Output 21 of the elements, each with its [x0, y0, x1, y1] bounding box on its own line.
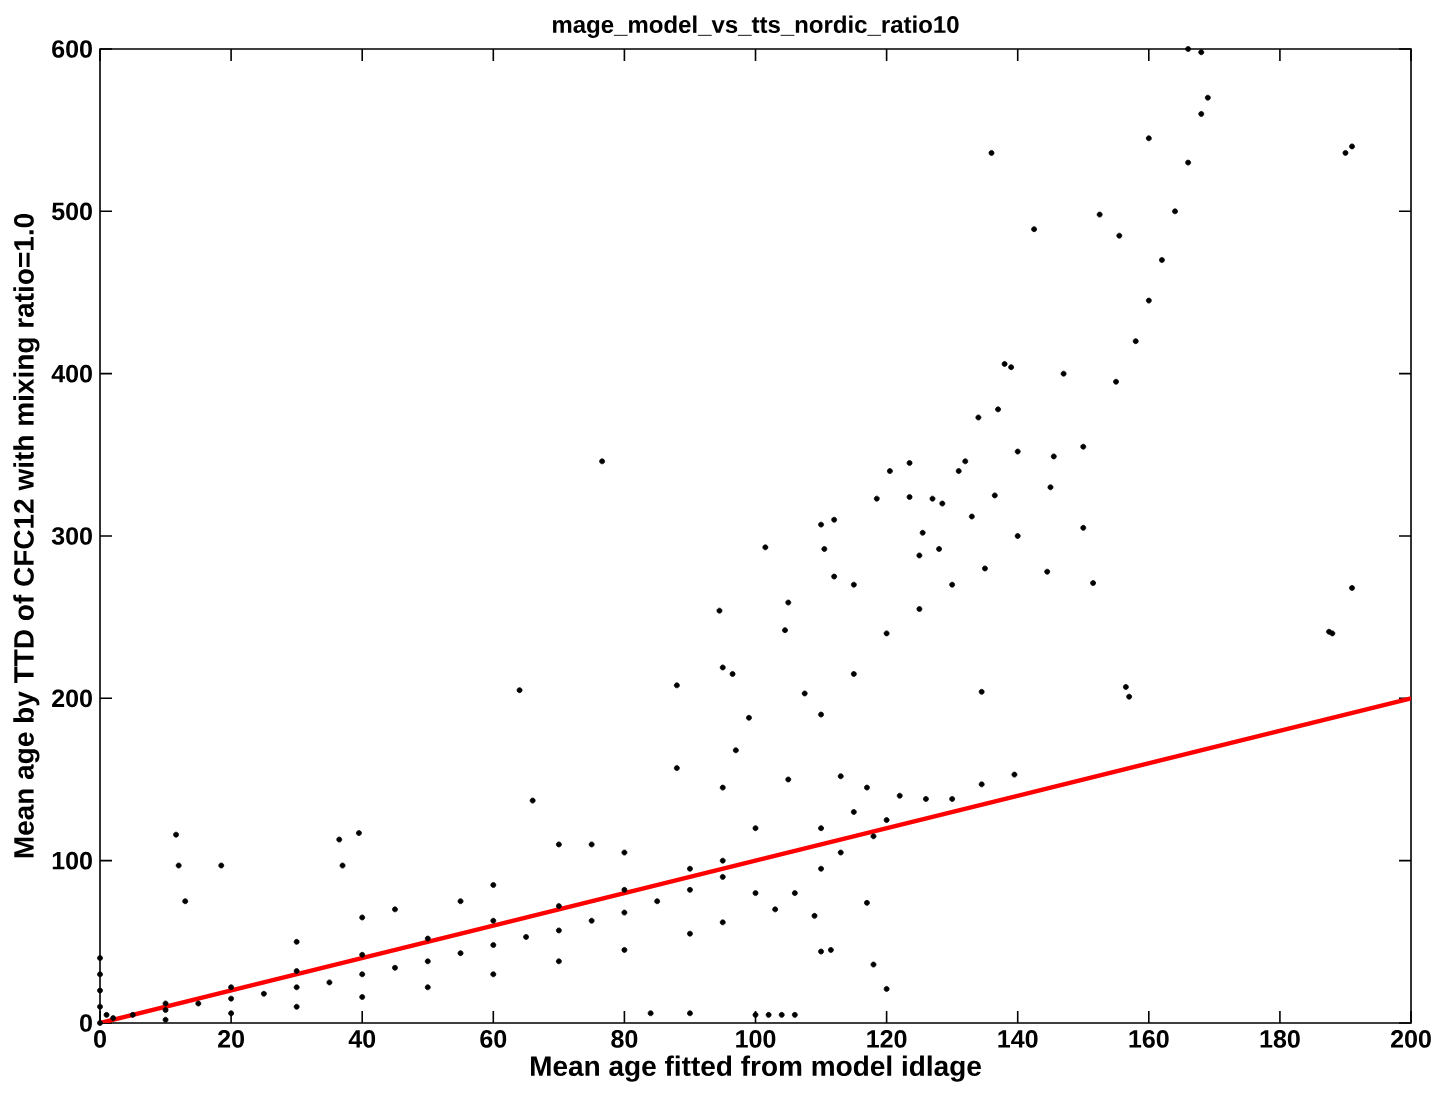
x-tick-label: 80 [611, 1030, 638, 1048]
chart-title: mage_model_vs_tts_nordic_ratio10 [552, 15, 959, 38]
x-tick-label: 200 [1391, 1030, 1431, 1048]
x-tick-label: 20 [218, 1030, 244, 1048]
x-tick-label: 100 [736, 1030, 776, 1048]
y-tick-label: 100 [52, 851, 92, 870]
x-tick-label: 140 [998, 1030, 1038, 1048]
x-axis-title: Mean age fitted from model idlage [531, 1055, 981, 1082]
x-tick-label: 120 [867, 1030, 907, 1048]
x-tick-label: 160 [1129, 1030, 1169, 1048]
y-tick-label: 600 [52, 40, 92, 58]
y-axis-title: Mean age by TTD of CFC12 with mixing ratio=1.0 [13, 213, 40, 858]
y-tick-label: 0 [80, 1014, 92, 1032]
y-tick-label: 500 [52, 202, 92, 221]
y-tick-label: 300 [51, 527, 92, 545]
y-tick-label: 400 [51, 364, 92, 383]
x-tick-label: 40 [348, 1030, 376, 1048]
x-tick-label: 180 [1260, 1030, 1300, 1048]
x-tick-label: 60 [480, 1030, 507, 1048]
y-tick-label: 200 [52, 689, 92, 708]
x-tick-label: 0 [94, 1030, 106, 1048]
